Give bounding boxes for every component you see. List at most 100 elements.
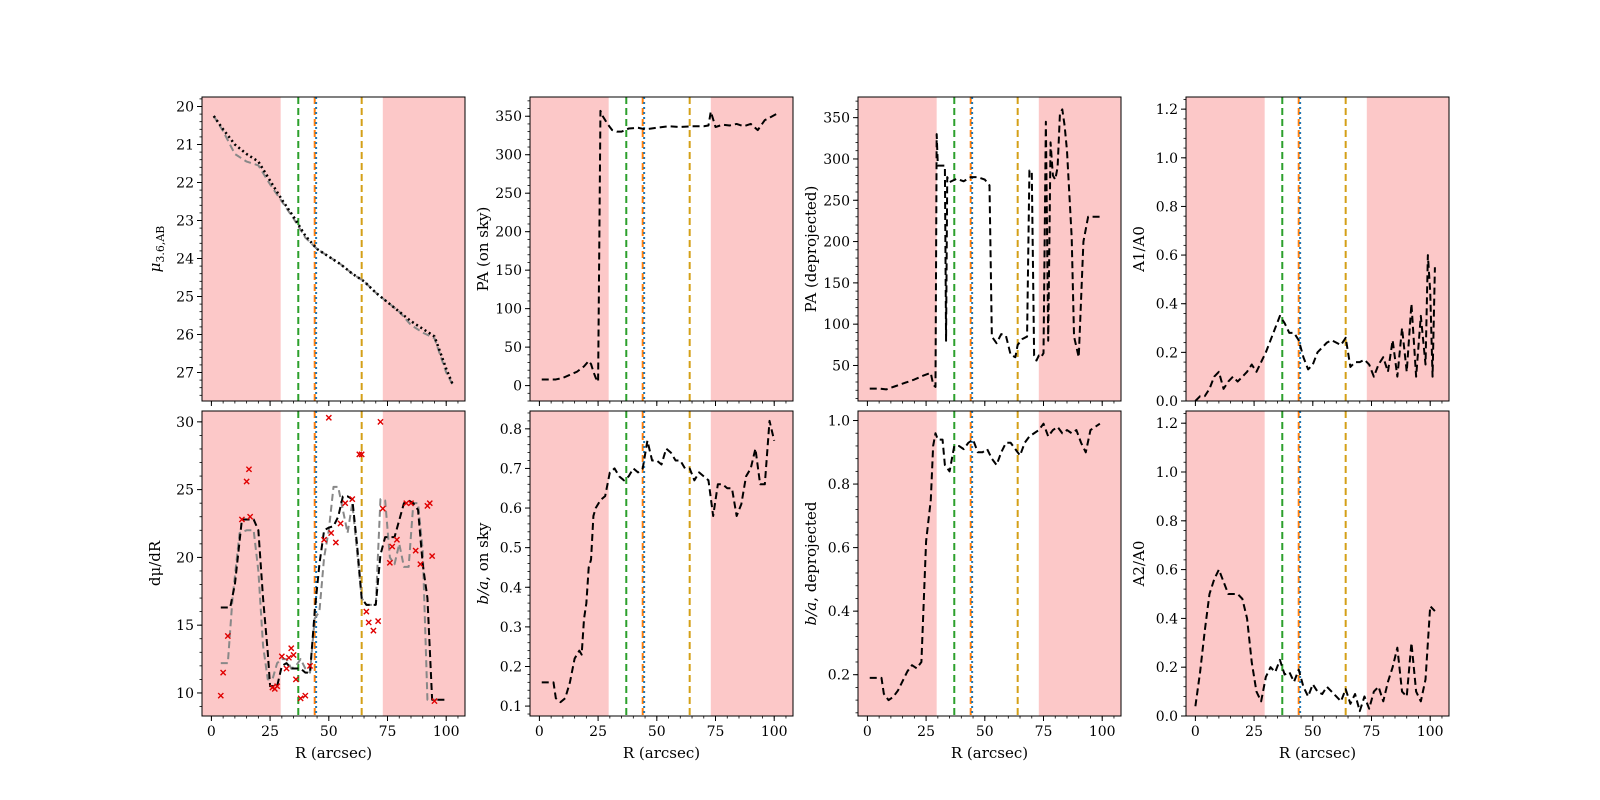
red-band [202,97,281,401]
x-tick-label: 25 [589,724,607,740]
y-tick-label: 10 [176,686,194,702]
y-tick-label: 20 [176,550,194,566]
x-axis-label: R (arcsec) [1279,744,1356,762]
scatter-point [403,500,410,507]
scatter-point [288,645,295,652]
y-tick-label: 0 [513,379,522,395]
y-tick-label: 0.2 [500,659,522,675]
y-tick-label: 100 [495,302,522,318]
scatter-point [245,466,253,473]
y-tick-label: 150 [823,276,850,292]
y-tick-label: 0.0 [1156,394,1178,410]
panel-p5: 10 15 20 25 30 0 25 50 75 100 R (arcsec) dμ/dR [146,410,466,762]
scatter-point [363,608,370,615]
scatter-point [393,536,400,543]
scatter-point [220,669,227,676]
red-band [1366,411,1449,716]
red-band [530,411,609,716]
plot-area [1186,97,1449,401]
scatter-point [285,654,292,661]
panel-p4: 0.0 0.2 0.4 0.6 0.8 1.0 1.2 A1/A0 [1130,96,1450,410]
red-band [1366,97,1449,401]
plot-area [202,97,465,401]
red-band [1038,411,1121,716]
scatter-point [306,662,314,669]
y-tick-label: 21 [176,138,194,154]
y-tick-label: 150 [495,263,522,279]
x-tick-label: 50 [1304,724,1322,740]
x-tick-label: 0 [207,724,216,740]
series-derivative-smooth [220,485,437,701]
x-tick-label: 100 [1417,724,1444,740]
y-label-subscript: 3.6,AB [154,226,167,263]
y-axis-label: A2/A0 [1130,541,1148,588]
x-tick-label: 75 [1035,724,1053,740]
y-tick-label: 300 [495,148,522,164]
y-tick-label: 200 [823,235,850,251]
y-tick-label: 0.8 [1156,514,1178,530]
y-tick-label: 0.8 [1156,199,1178,215]
series-a1-a0 [1194,254,1436,401]
scatter-point [332,539,339,546]
y-tick-label: 20 [176,100,194,116]
axes-frame [201,96,466,402]
scatter-point [431,697,438,705]
y-tick-label: 0.8 [500,422,522,438]
y-tick-label: 1.0 [1156,465,1178,481]
y-tick-label: 0.6 [1156,248,1178,264]
red-band [858,411,937,716]
y-tick-label: 27 [176,366,194,382]
scatter-point [224,632,231,640]
x-tick-label: 25 [917,724,935,740]
plot-area [530,97,793,401]
scatter-point [292,676,300,683]
y-label-rest: , on sky [474,522,492,581]
x-tick-label: 50 [976,724,994,740]
scatter-point [247,513,254,520]
scatter-point [290,651,297,659]
y-axis-label: μ3.6,AB [146,226,167,273]
y-tick-label: 22 [176,176,194,192]
y-tick-label: 350 [823,111,850,127]
axes-frame [857,410,1122,717]
red-band [710,97,793,401]
plot-area [202,411,465,716]
panel-p2: 0 50 100 150 200 250 300 350 PA (on sky) [474,96,794,406]
y-axis-label: dμ/dR [146,540,164,586]
y-label-rest: , deprojected [802,501,820,602]
y-tick-label: 1.0 [1156,151,1178,167]
scatter-point [278,653,285,660]
y-tick-label: 50 [832,358,850,374]
x-axis-label: R (arcsec) [951,744,1028,762]
series-a2-a0 [1194,568,1436,713]
x-tick-label: 25 [1245,724,1263,740]
x-axis-label: R (arcsec) [295,744,372,762]
y-tick-label: 24 [176,252,194,268]
y-label-symbol: b/a [802,602,820,626]
panel-p7: 0.2 0.4 0.6 0.8 1.0 0 25 50 75 100 R (arcsec) b/a, … [802,410,1122,762]
x-tick-label: 75 [379,724,397,740]
scatter-point [302,692,309,699]
scatter-point [379,505,386,512]
x-tick-label: 0 [535,724,544,740]
scatter-point [349,496,356,503]
y-tick-label: 25 [176,290,194,306]
scatter-point [412,547,419,554]
series-ba-deproj [869,422,1101,702]
y-tick-label: 0.2 [1156,345,1178,361]
y-tick-label: 0.1 [500,699,522,715]
red-band [382,97,465,401]
axes-frame [1185,96,1450,402]
scatter-point [426,500,433,507]
y-tick-label: 0.4 [828,604,850,620]
y-tick-label: 0.4 [1156,297,1178,313]
scatter-point [417,561,424,568]
panel-p6: 0.1 0.2 0.3 0.4 0.5 0.6 0.7 0.8 0 25 50 75 100 R (arc… [474,410,794,762]
scatter-point [370,627,377,634]
scatter-point [377,418,384,425]
x-tick-label: 0 [863,724,872,740]
y-tick-label: 100 [823,317,850,333]
red-band [858,97,937,401]
y-tick-label: 0.6 [828,541,850,557]
